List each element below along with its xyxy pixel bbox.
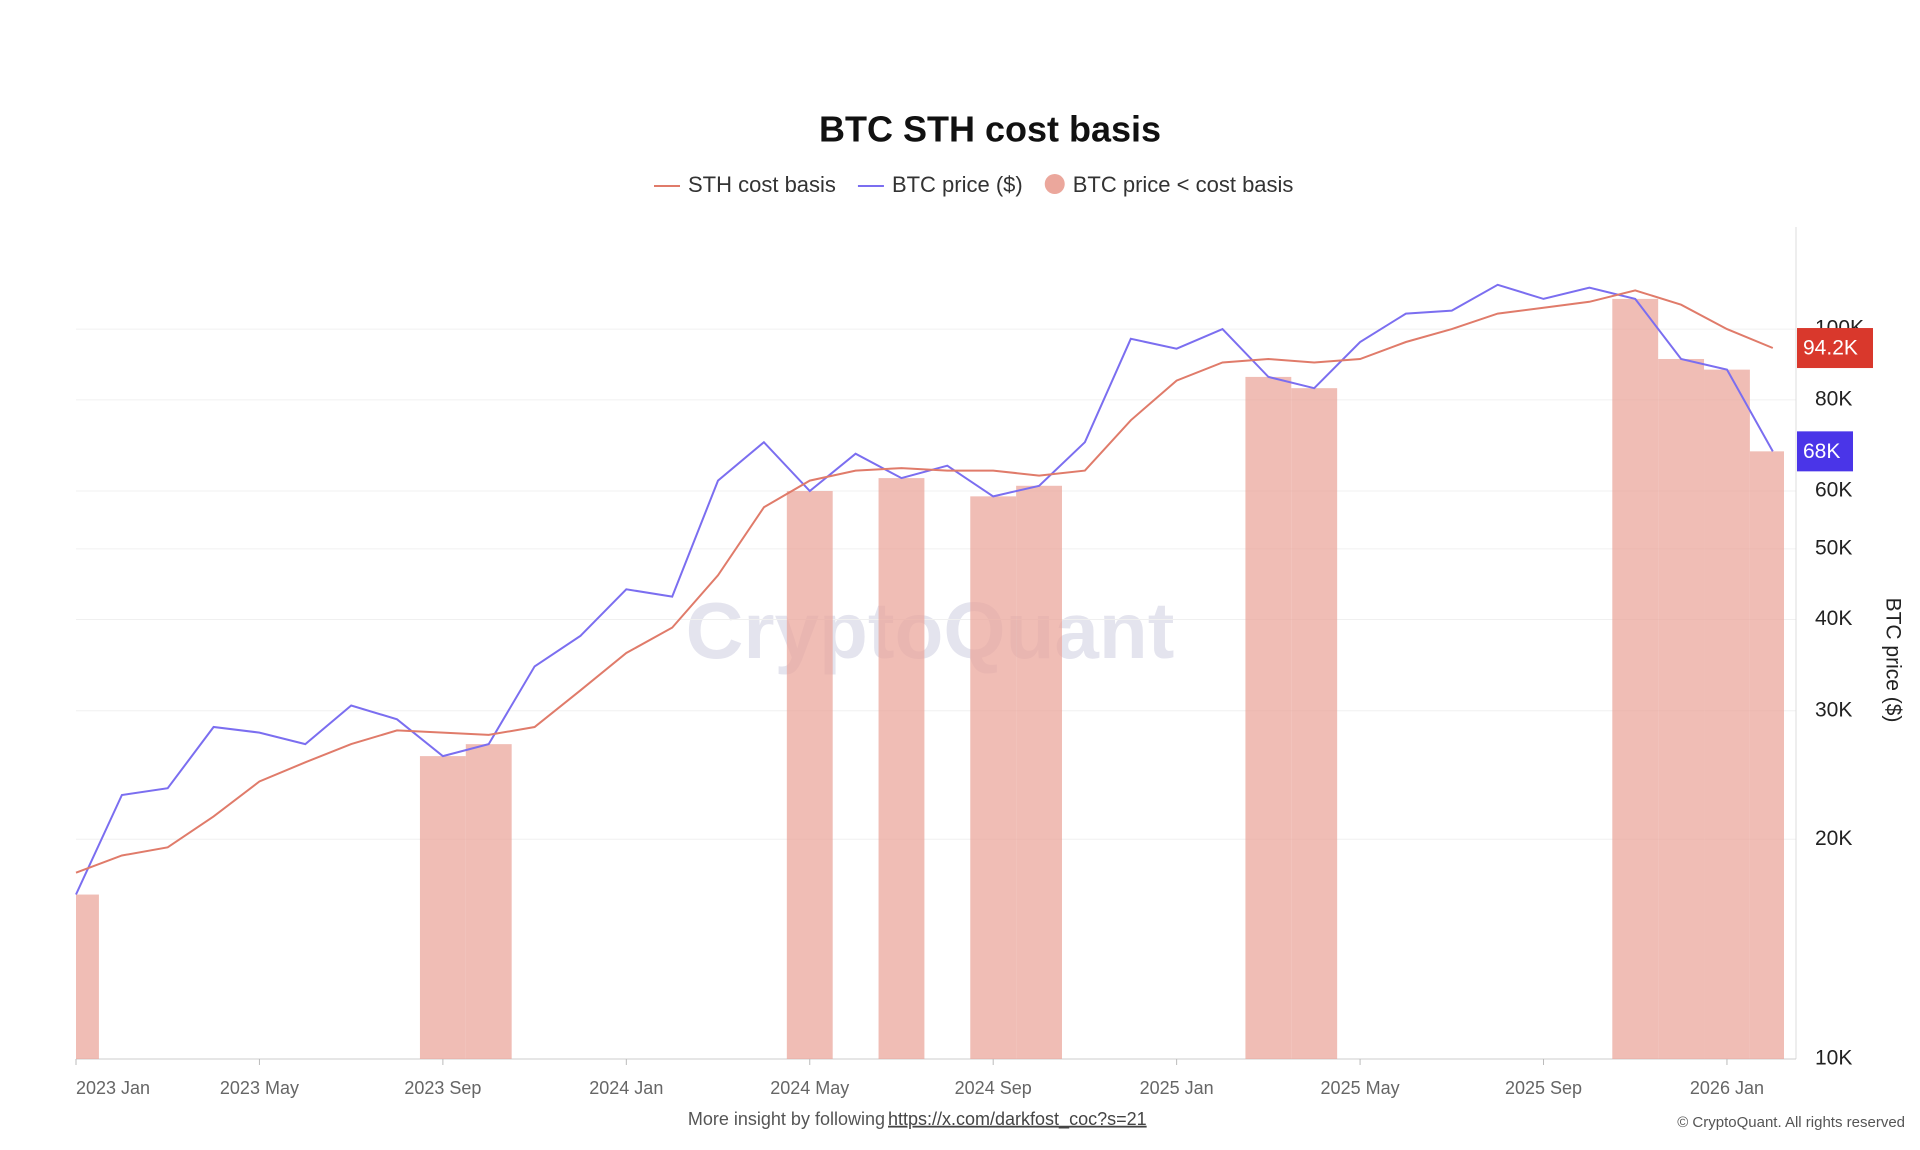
copyright: © CryptoQuant. All rights reserved: [1677, 1114, 1905, 1131]
shade-bar: [419, 756, 466, 1059]
y-tick-label: 80K: [1815, 387, 1852, 410]
shade-bar: [465, 744, 512, 1059]
shade-bar: [76, 894, 99, 1059]
footer-text: More insight by following: [688, 1109, 885, 1129]
legend-label: BTC price < cost basis: [1073, 172, 1294, 197]
y-tick-label: 60K: [1815, 479, 1852, 502]
x-tick-label: 2023 May: [220, 1078, 299, 1098]
y-tick-label: 10K: [1815, 1047, 1852, 1070]
x-tick-label: 2023 Sep: [404, 1078, 481, 1098]
shade-bar: [970, 496, 1017, 1059]
x-tick-label: 2025 Sep: [1505, 1078, 1582, 1098]
x-tick-label: 2024 Jan: [589, 1078, 663, 1098]
shade-bar: [1749, 451, 1784, 1059]
series-line: [75, 289, 1774, 874]
end-label: 68K: [1803, 440, 1840, 463]
shade-bar: [1016, 485, 1062, 1059]
x-tick-label: 2024 Sep: [955, 1078, 1032, 1098]
end-label-box: [1797, 328, 1873, 369]
shade-bar: [878, 478, 925, 1060]
footer-link[interactable]: https://x.com/darkfost_coc?s=21: [888, 1109, 1147, 1130]
y-axis-title: BTC price ($): [1881, 598, 1904, 723]
legend: STH cost basis BTC price ($) BTC price < c…: [654, 172, 1293, 197]
x-tick-label: 2025 May: [1321, 1078, 1400, 1098]
x-tick-label: 2023 Jan: [76, 1078, 150, 1098]
legend-label: BTC price ($): [892, 172, 1023, 197]
series-line: [75, 283, 1774, 895]
end-label-box: [1797, 431, 1853, 472]
y-tick-label: 20K: [1815, 827, 1852, 850]
watermark: CryptoQuant: [686, 586, 1175, 675]
shade-bar: [786, 491, 833, 1059]
shade-bar: [1612, 298, 1659, 1060]
y-tick-label: 30K: [1815, 698, 1852, 721]
shade-bar: [1291, 388, 1338, 1059]
shade-bar: [1704, 369, 1750, 1059]
y-tick-label: 40K: [1815, 607, 1852, 630]
legend-label: STH cost basis: [688, 172, 836, 197]
x-tick-label: 2026 Jan: [1690, 1078, 1764, 1098]
shade-bar: [1245, 376, 1292, 1060]
shade-bar: [1658, 358, 1705, 1060]
legend-swatch: [1044, 174, 1065, 194]
chart-title: BTC STH cost basis: [819, 109, 1161, 150]
end-label: 94.2K: [1803, 337, 1858, 360]
x-tick-label: 2024 May: [770, 1078, 849, 1098]
y-tick-label: 50K: [1815, 536, 1852, 559]
x-tick-label: 2025 Jan: [1140, 1078, 1214, 1098]
